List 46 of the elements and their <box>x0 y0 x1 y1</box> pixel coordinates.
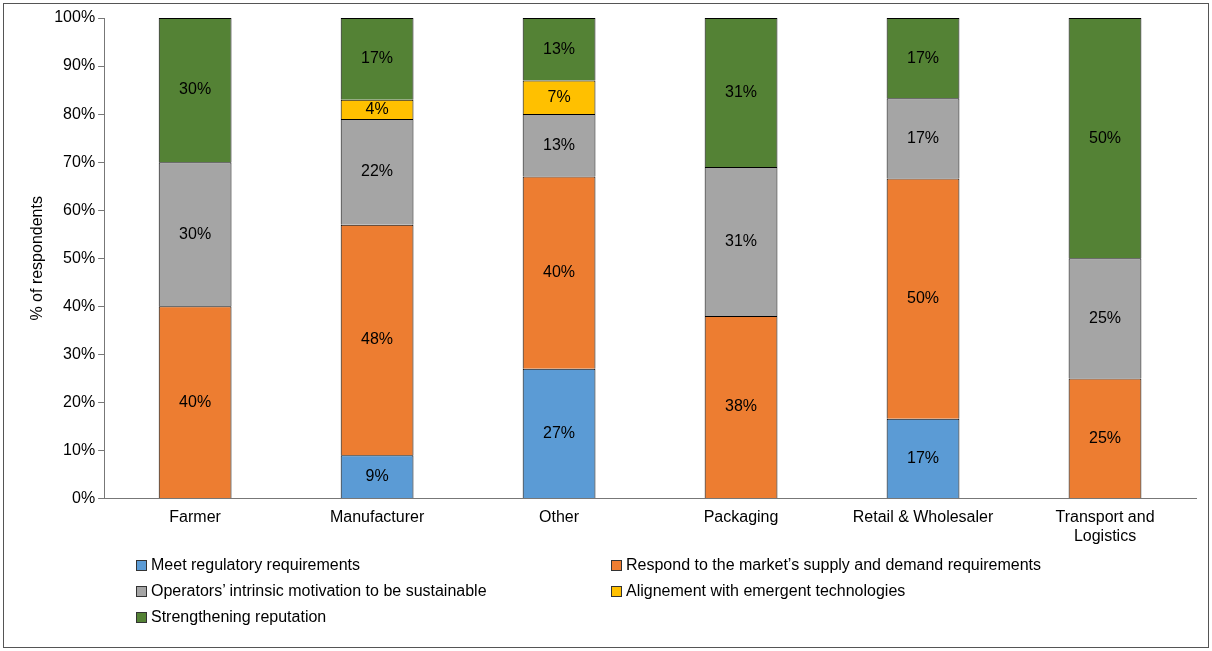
y-tick-label: 80% <box>63 104 96 122</box>
data-label: 13% <box>543 39 576 57</box>
legend-label: Strengthening reputation <box>151 608 327 626</box>
legend-label: Operators’ intrinsic motivation to be sustainable <box>151 582 487 600</box>
data-label: 31% <box>725 231 758 249</box>
data-label: 50% <box>1088 128 1122 146</box>
data-label: 40% <box>179 392 212 410</box>
data-label: 48% <box>361 330 394 348</box>
data-label: 30% <box>179 80 212 98</box>
data-label: 22% <box>361 162 394 180</box>
y-axis-title: % of respondents <box>28 196 46 321</box>
y-tick-label: 70% <box>63 152 96 170</box>
data-label: 25% <box>1088 428 1122 446</box>
y-tick-label: 0% <box>72 489 96 507</box>
y-tick-label: 10% <box>63 440 96 458</box>
x-tick-label: Retail & Wholesaler <box>852 507 994 525</box>
legend-label: Meet regulatory requirements <box>151 556 360 574</box>
data-label: 17% <box>907 128 940 146</box>
legend-label: Respond to the market’s supply and demand requirements <box>626 556 1042 574</box>
data-label: 31% <box>725 82 758 100</box>
y-tick-label: 90% <box>63 56 96 74</box>
y-tick-label: 100% <box>54 8 96 26</box>
y-tick-label: 50% <box>63 248 96 266</box>
x-tick-label: Farmer <box>169 507 222 525</box>
data-label: 17% <box>907 48 940 66</box>
data-label: 38% <box>725 397 758 415</box>
data-label: 13% <box>543 135 576 153</box>
x-tick-label: Packaging <box>703 507 779 525</box>
y-tick-label: 20% <box>63 392 96 410</box>
data-label: 50% <box>907 289 940 307</box>
data-label: 17% <box>361 49 394 67</box>
data-label: 9% <box>365 467 389 485</box>
data-label: 4% <box>365 99 389 117</box>
y-tick-label: 40% <box>63 296 96 314</box>
x-tick-label: Transport and Logistics <box>1055 507 1155 544</box>
y-tick-label: 60% <box>63 200 96 218</box>
data-label: 27% <box>543 423 576 441</box>
data-label: 25% <box>1088 308 1122 326</box>
x-tick-label: Manufacturer <box>329 507 425 525</box>
x-tick-label: Other <box>539 507 580 525</box>
data-label: 17% <box>907 448 940 466</box>
data-label: 40% <box>543 263 576 281</box>
data-label: 30% <box>179 224 212 242</box>
legend-label: Alignement with emergent technologies <box>626 582 906 600</box>
y-tick-label: 30% <box>63 344 96 362</box>
data-label: 7% <box>547 87 571 105</box>
